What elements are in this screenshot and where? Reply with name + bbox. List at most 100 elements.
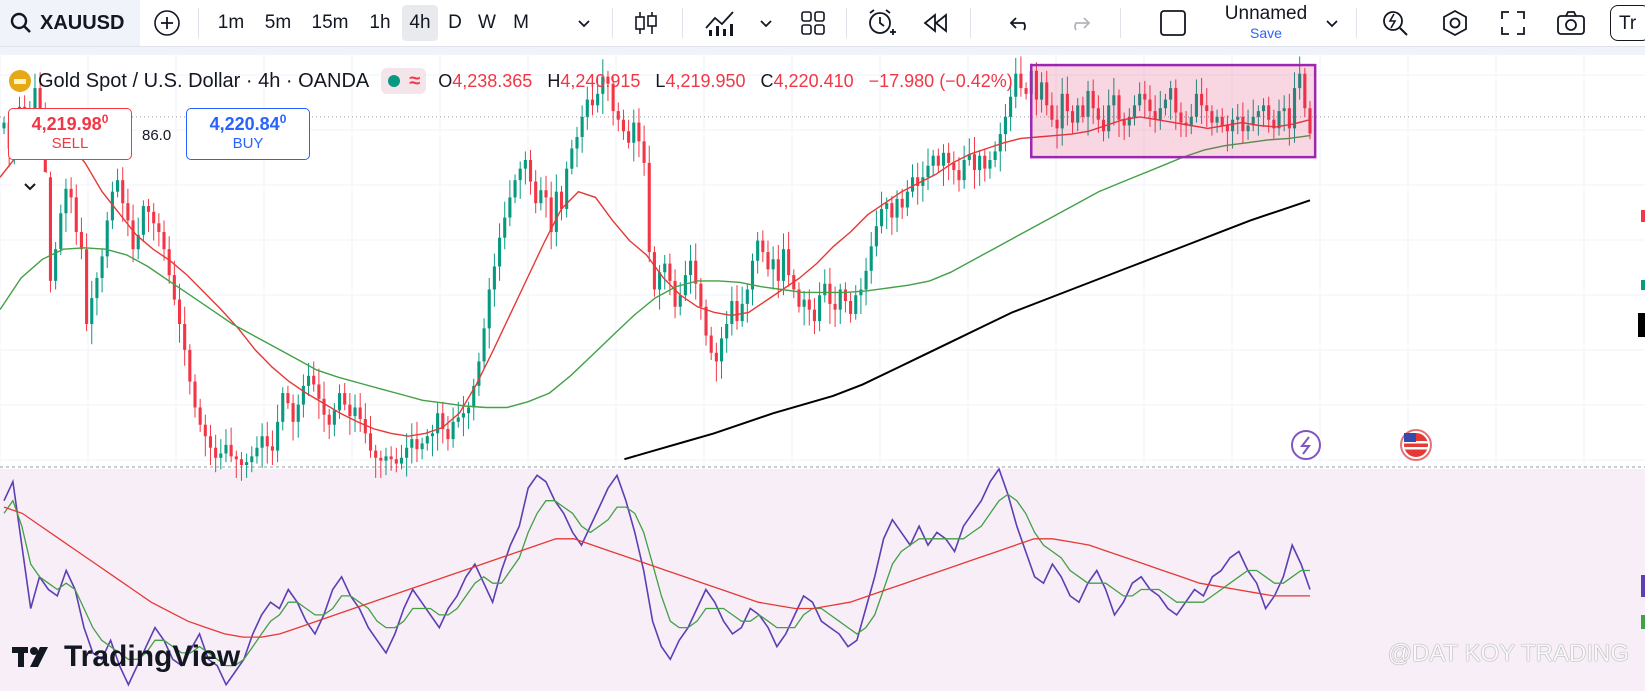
candle-body bbox=[947, 152, 951, 163]
alert-button[interactable] bbox=[862, 0, 900, 46]
timeframe-15m[interactable]: 15m bbox=[311, 12, 349, 33]
candle-body bbox=[1122, 119, 1126, 126]
candle-body bbox=[941, 152, 946, 166]
candle-body bbox=[828, 283, 832, 304]
us-flag-icon[interactable] bbox=[1400, 429, 1432, 461]
candle-body bbox=[291, 403, 295, 422]
candle-body bbox=[627, 131, 631, 143]
candle-body bbox=[348, 404, 352, 417]
candle-body bbox=[492, 266, 496, 290]
candle-body bbox=[110, 191, 114, 221]
market-status-pill[interactable]: ≈ bbox=[381, 68, 427, 94]
chart-canvas[interactable] bbox=[0, 55, 1645, 691]
symbol-search-button[interactable]: XAUUSD bbox=[0, 0, 140, 46]
candles-icon bbox=[635, 12, 657, 34]
candle-body bbox=[105, 220, 109, 257]
indicators-icon bbox=[705, 11, 734, 36]
candle-body bbox=[926, 165, 930, 178]
candle-body bbox=[1034, 70, 1038, 100]
candle-body bbox=[750, 260, 755, 290]
ohlc-values: O4,238.365 H4,240.915 L4,219.950 C4,220.… bbox=[438, 71, 1023, 92]
indicators-dropdown[interactable] bbox=[754, 0, 778, 46]
buy-button[interactable]: 4,220.840 BUY bbox=[186, 108, 310, 160]
tradingview-logo[interactable]: TradingView bbox=[12, 640, 240, 674]
candle-body bbox=[745, 289, 749, 304]
candle-body bbox=[482, 328, 486, 362]
candle-body bbox=[90, 298, 94, 325]
candle-body bbox=[214, 447, 218, 458]
candle-body bbox=[725, 324, 729, 339]
candle-body bbox=[910, 177, 915, 192]
range-box[interactable] bbox=[1029, 63, 1317, 159]
candle-body bbox=[1200, 93, 1204, 106]
candle-body bbox=[48, 177, 53, 281]
plus-circle-icon bbox=[154, 10, 180, 36]
screenshot-button[interactable] bbox=[1552, 0, 1590, 46]
candle-body bbox=[1298, 73, 1302, 89]
timeframe-dropdown[interactable] bbox=[572, 0, 596, 46]
chart-type-button[interactable] bbox=[628, 0, 664, 46]
layout-name-button[interactable]: Unnamed Save bbox=[1202, 3, 1330, 43]
fullscreen-button[interactable] bbox=[1494, 0, 1532, 46]
trade-button[interactable]: Tr bbox=[1610, 5, 1645, 41]
candle-body bbox=[1303, 73, 1307, 109]
undo-button[interactable] bbox=[1004, 0, 1038, 46]
sell-price: 4,219.98 bbox=[31, 114, 102, 134]
timeframe-m[interactable]: M bbox=[513, 12, 529, 33]
candle-body bbox=[245, 462, 249, 465]
rsi-line bbox=[3, 493, 1310, 667]
gold-coin-icon bbox=[9, 70, 31, 92]
candle-body bbox=[1070, 111, 1075, 123]
candle-body bbox=[1143, 93, 1147, 100]
candle-body bbox=[549, 197, 553, 232]
candle-body bbox=[126, 203, 130, 221]
candle-body bbox=[441, 413, 445, 430]
candle-body bbox=[389, 456, 393, 460]
candle-body bbox=[534, 181, 538, 204]
timeframe-1h[interactable]: 1h bbox=[369, 12, 391, 33]
timeframe-4h[interactable]: 4h bbox=[402, 5, 438, 41]
compare-symbol-button[interactable] bbox=[150, 0, 184, 46]
candle-body bbox=[312, 375, 316, 385]
candle-body bbox=[962, 160, 966, 181]
redo-icon bbox=[1074, 17, 1091, 31]
redo-button[interactable] bbox=[1062, 0, 1096, 46]
collapse-legend-button[interactable] bbox=[12, 172, 48, 202]
candle-body bbox=[410, 439, 414, 448]
candle-body bbox=[451, 421, 455, 440]
quick-search-button[interactable] bbox=[1376, 0, 1414, 46]
symbol-title[interactable]: Gold Spot / U.S. Dollar · 4h · OANDA bbox=[38, 69, 370, 92]
layout-checkbox[interactable] bbox=[1156, 0, 1190, 46]
candle-body bbox=[1107, 105, 1111, 132]
candle-body bbox=[100, 256, 104, 278]
candle-body bbox=[121, 180, 125, 204]
candle-body bbox=[477, 361, 481, 386]
timeframe-5m[interactable]: 5m bbox=[264, 12, 292, 33]
candle-body bbox=[606, 76, 610, 84]
layouts-button[interactable] bbox=[796, 0, 830, 46]
timeframe-w[interactable]: W bbox=[478, 12, 496, 33]
candle-body bbox=[554, 191, 558, 232]
replay-button[interactable] bbox=[916, 0, 954, 46]
settings-button[interactable] bbox=[1436, 0, 1474, 46]
candle-body bbox=[343, 393, 347, 405]
candle-body bbox=[1231, 119, 1235, 132]
timeframe-1m[interactable]: 1m bbox=[217, 12, 245, 33]
candle-body bbox=[420, 443, 424, 450]
sell-button[interactable]: 4,219.980 SELL bbox=[8, 108, 132, 160]
candle-body bbox=[405, 447, 409, 458]
candle-body bbox=[198, 407, 202, 425]
layout-dropdown[interactable] bbox=[1320, 0, 1344, 46]
high-value: 4,240.915 bbox=[560, 70, 641, 91]
candle-body bbox=[539, 190, 543, 204]
separator bbox=[682, 8, 683, 38]
candle-body bbox=[637, 122, 641, 142]
timeframe-d[interactable]: D bbox=[448, 12, 462, 33]
indicators-button[interactable] bbox=[700, 0, 740, 46]
candle-body bbox=[69, 188, 73, 198]
candle-body bbox=[905, 191, 909, 208]
status-dot-icon bbox=[388, 75, 401, 87]
candle-body bbox=[1308, 108, 1312, 134]
candle-body bbox=[1287, 108, 1291, 129]
lightning-icon[interactable] bbox=[1291, 430, 1321, 460]
